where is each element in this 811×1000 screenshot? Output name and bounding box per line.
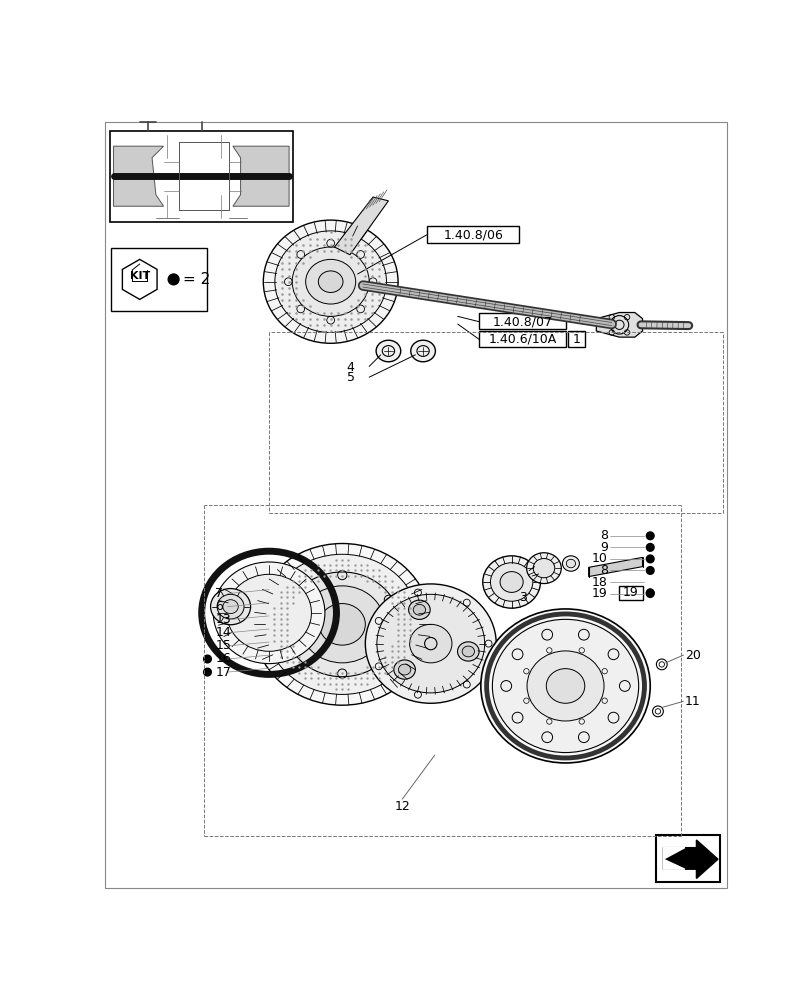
- Circle shape: [204, 655, 211, 663]
- Text: 5: 5: [346, 371, 354, 384]
- Text: 18: 18: [591, 576, 607, 588]
- Ellipse shape: [265, 554, 418, 694]
- Text: 17: 17: [215, 666, 231, 679]
- Ellipse shape: [375, 340, 401, 362]
- Text: 19: 19: [622, 586, 638, 599]
- Polygon shape: [663, 840, 717, 878]
- Ellipse shape: [461, 646, 474, 657]
- Ellipse shape: [565, 559, 575, 568]
- Ellipse shape: [526, 553, 560, 584]
- Circle shape: [646, 567, 654, 574]
- Polygon shape: [233, 146, 289, 206]
- Ellipse shape: [491, 619, 638, 753]
- Ellipse shape: [562, 556, 579, 571]
- Polygon shape: [595, 312, 642, 337]
- Text: 3: 3: [518, 591, 526, 604]
- Circle shape: [646, 543, 654, 551]
- Text: 15: 15: [215, 639, 231, 652]
- Circle shape: [646, 589, 654, 597]
- Polygon shape: [663, 848, 684, 859]
- Ellipse shape: [409, 624, 452, 663]
- Ellipse shape: [284, 572, 400, 677]
- Ellipse shape: [299, 586, 384, 663]
- Circle shape: [204, 668, 211, 676]
- Text: 20: 20: [684, 649, 700, 662]
- Ellipse shape: [292, 247, 369, 316]
- Ellipse shape: [413, 604, 425, 615]
- Ellipse shape: [398, 664, 410, 675]
- Text: 8: 8: [599, 564, 607, 577]
- Ellipse shape: [410, 340, 435, 362]
- Text: 19: 19: [591, 587, 607, 600]
- Text: 16: 16: [215, 652, 230, 666]
- Bar: [109, 131, 293, 222]
- Text: 1: 1: [572, 333, 580, 346]
- Ellipse shape: [546, 669, 584, 703]
- Ellipse shape: [305, 259, 355, 304]
- Ellipse shape: [408, 600, 430, 619]
- Circle shape: [646, 555, 654, 563]
- Ellipse shape: [226, 574, 311, 651]
- Text: 14: 14: [215, 626, 230, 639]
- Bar: [655, 835, 719, 882]
- Polygon shape: [114, 146, 163, 206]
- Bar: [478, 331, 564, 347]
- Ellipse shape: [526, 651, 603, 721]
- Ellipse shape: [376, 594, 484, 693]
- Ellipse shape: [318, 271, 342, 292]
- Text: = 2: = 2: [182, 272, 210, 287]
- Circle shape: [646, 590, 654, 597]
- Text: 12: 12: [394, 800, 410, 813]
- Ellipse shape: [217, 594, 244, 619]
- Text: KIT: KIT: [130, 271, 150, 281]
- Text: 7: 7: [215, 587, 223, 600]
- Circle shape: [168, 274, 178, 285]
- Ellipse shape: [274, 231, 386, 333]
- Text: 6: 6: [215, 600, 223, 613]
- Text: 11: 11: [684, 695, 700, 708]
- Ellipse shape: [500, 572, 522, 592]
- Ellipse shape: [393, 660, 415, 679]
- Bar: [427, 226, 519, 243]
- Circle shape: [646, 532, 654, 540]
- Ellipse shape: [480, 609, 650, 763]
- Bar: [619, 586, 642, 600]
- Polygon shape: [588, 557, 642, 577]
- Text: 9: 9: [599, 541, 607, 554]
- Ellipse shape: [365, 584, 496, 703]
- Ellipse shape: [253, 543, 431, 705]
- Ellipse shape: [263, 220, 397, 343]
- Ellipse shape: [483, 556, 540, 608]
- Text: 13: 13: [215, 613, 230, 626]
- Ellipse shape: [533, 559, 554, 578]
- Ellipse shape: [213, 562, 324, 664]
- Polygon shape: [663, 859, 684, 869]
- Ellipse shape: [457, 642, 478, 661]
- Text: 1.40.6/10A: 1.40.6/10A: [487, 333, 556, 346]
- Text: 8: 8: [599, 529, 607, 542]
- Bar: [567, 331, 584, 347]
- Bar: [111, 248, 208, 311]
- Ellipse shape: [319, 604, 365, 645]
- Polygon shape: [334, 197, 388, 255]
- Bar: [478, 313, 564, 329]
- Text: 4: 4: [346, 361, 354, 374]
- Ellipse shape: [210, 589, 251, 625]
- Ellipse shape: [222, 600, 238, 614]
- Text: 10: 10: [591, 552, 607, 565]
- Text: 1.40.8/07: 1.40.8/07: [491, 315, 551, 328]
- Ellipse shape: [490, 563, 532, 601]
- Text: 1.40.8/06: 1.40.8/06: [443, 228, 503, 241]
